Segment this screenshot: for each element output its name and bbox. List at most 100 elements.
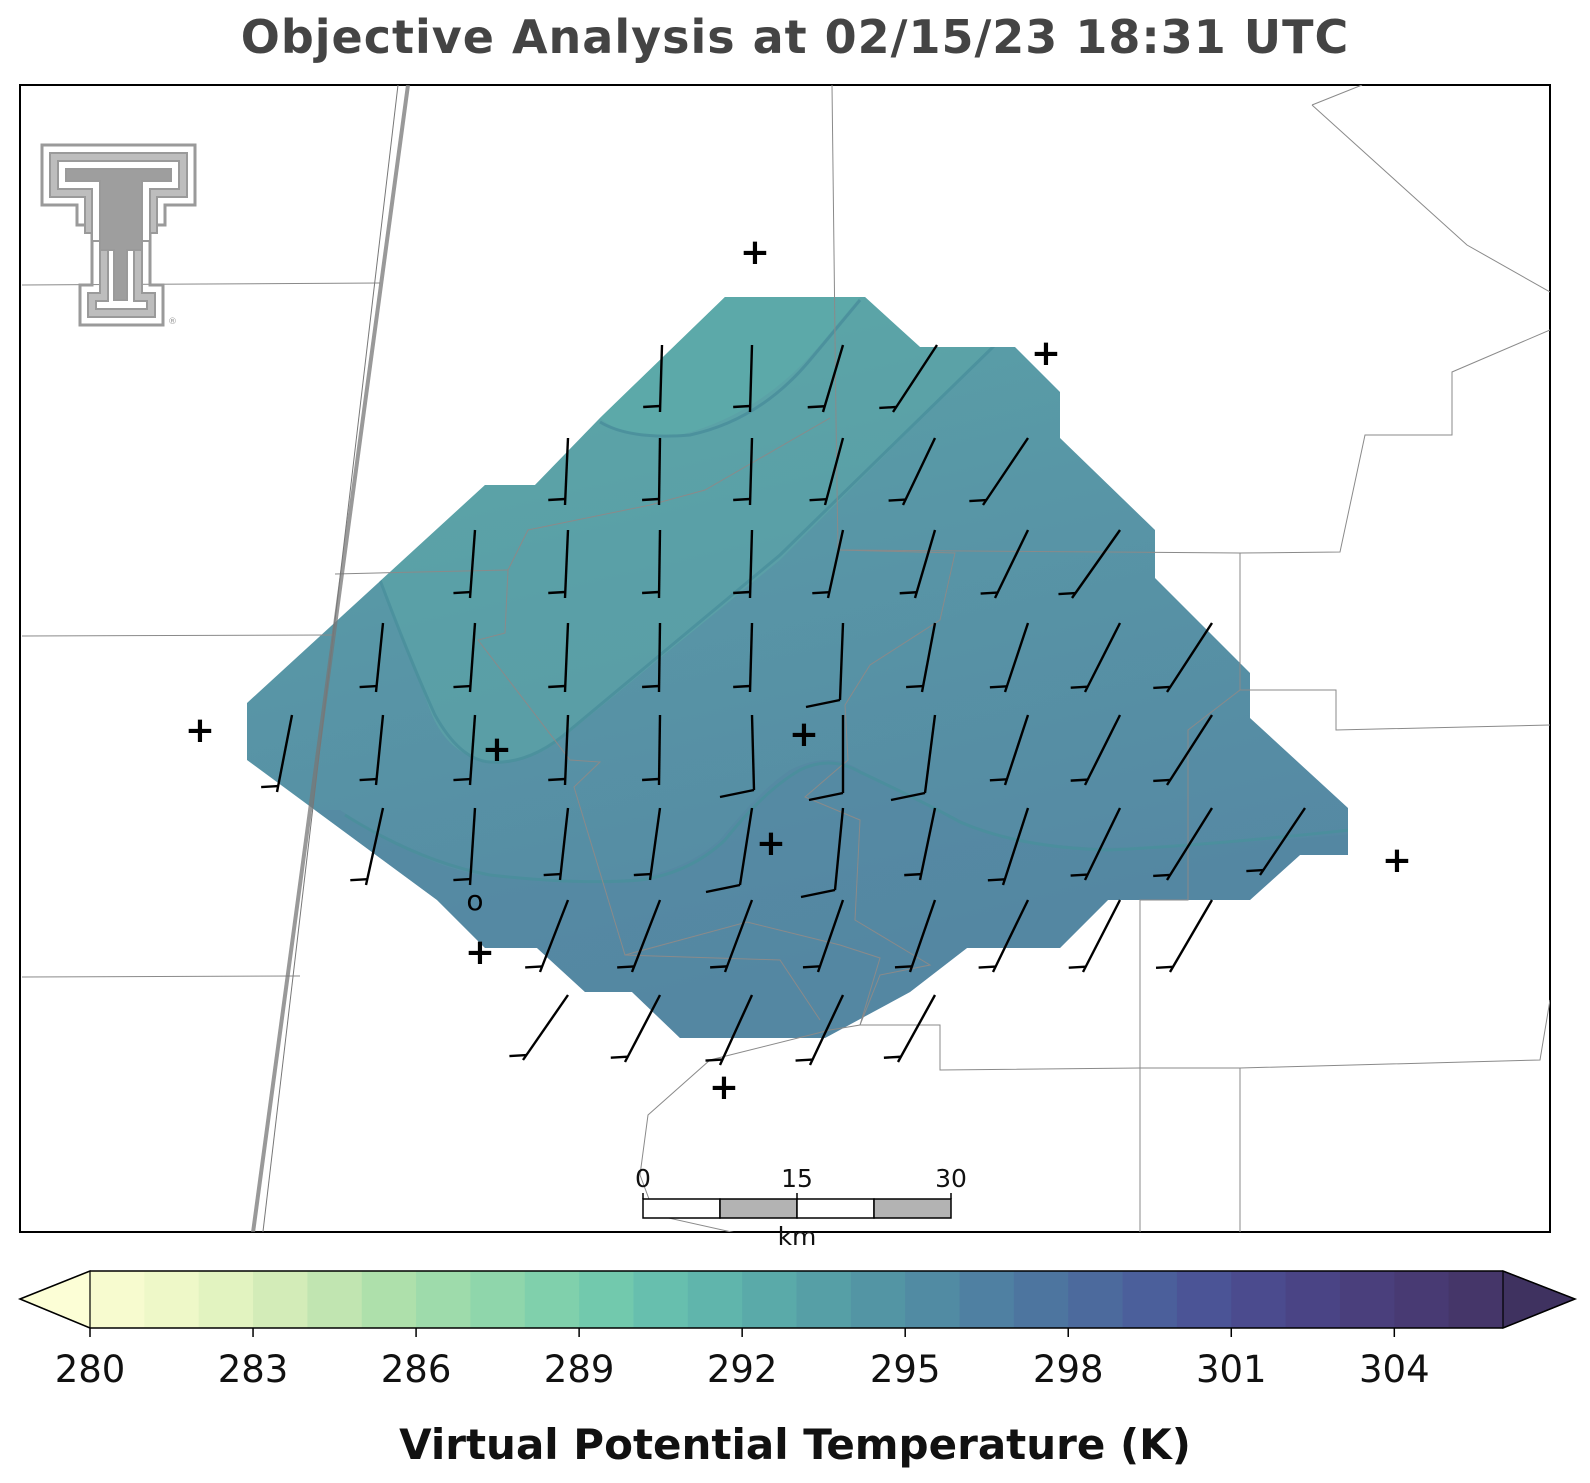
wind-barb-flag — [969, 498, 987, 503]
wind-barb-staff — [468, 622, 477, 693]
wind-barb-staff — [657, 437, 662, 506]
wind-barb-flag — [643, 404, 661, 409]
wind-barb-flag — [989, 685, 1007, 689]
colorbar: 280 283 286 289 292 295 298 301 304 — [18, 1270, 1578, 1391]
wind-barb-staff — [538, 899, 570, 973]
wind-barb-flag — [906, 684, 924, 689]
colorbar-cell — [470, 1271, 526, 1328]
scale-label-30: 30 — [935, 1164, 967, 1193]
wind-barb-flag — [710, 965, 728, 969]
colorbar-cell — [307, 1271, 363, 1328]
wind-barb-flag — [1070, 873, 1088, 877]
wind-barb-staff — [891, 344, 939, 413]
wind-barb-staff — [838, 622, 845, 701]
wind-barb-flag — [989, 778, 1007, 782]
wind-barb-flag — [350, 877, 368, 882]
colorbar-cell — [198, 1271, 254, 1328]
wind-barb-staff — [563, 714, 570, 786]
colorbar-tick-label: 286 — [381, 1348, 452, 1391]
wind-barb-staff — [468, 807, 477, 886]
wind-barb-staff — [648, 807, 662, 881]
map-title: Objective Analysis at 02/15/23 18:31 UTC — [240, 10, 1350, 64]
wind-barb-staff — [1071, 529, 1121, 599]
wind-barb-flag — [805, 698, 841, 709]
wind-barb-staff — [1259, 807, 1306, 876]
station-marker: + — [185, 710, 215, 751]
wind-barb-staff — [821, 344, 845, 413]
wind-barb-flag — [733, 590, 751, 595]
missing-station-marker: o — [466, 884, 483, 917]
colorbar-under-extension — [18, 1270, 91, 1329]
colorbar-cell — [579, 1271, 635, 1328]
wind-barb-flag — [1068, 965, 1086, 969]
wind-barb-flag — [890, 791, 926, 802]
colorbar-cell — [416, 1271, 472, 1328]
wind-barb-flag — [359, 777, 377, 782]
county-boundaries — [21, 85, 1550, 1232]
wind-barb-flag — [904, 872, 922, 877]
station-marker: + — [1031, 333, 1061, 374]
wind-barb-flag — [642, 777, 660, 782]
wind-barb-staff — [896, 994, 937, 1063]
wind-barb-staff — [816, 899, 845, 973]
wind-barb-flag — [548, 497, 566, 502]
wind-barb-staff — [901, 437, 937, 506]
wind-barb-flag — [548, 777, 566, 782]
wind-barb-staff — [748, 529, 754, 599]
wind-barb-flag — [1058, 591, 1076, 596]
wind-barb-staff — [630, 899, 662, 973]
wind-barb-flag — [812, 590, 830, 595]
wind-barb-flag — [1153, 778, 1171, 783]
wind-barb-staff — [1168, 899, 1214, 973]
colorbar-over-extension — [1502, 1270, 1577, 1329]
wind-barb-flag — [800, 888, 836, 899]
wind-barb-staff — [657, 529, 662, 599]
wind-barb-flag — [509, 1053, 527, 1058]
wind-barb-staff — [723, 899, 754, 973]
wind-barb-flag — [543, 872, 561, 877]
wind-barb-flag — [733, 684, 751, 689]
station-marker: + — [482, 729, 512, 770]
wind-barb-staff — [923, 714, 937, 794]
wind-barb-staff — [1165, 807, 1214, 881]
wind-barb-staff — [750, 714, 756, 791]
station-marker: + — [789, 714, 819, 755]
wind-barb-staff — [908, 899, 937, 973]
colorbar-cell — [1176, 1271, 1232, 1328]
wind-barb-flag — [1155, 965, 1174, 970]
wind-barb-staff — [563, 622, 570, 693]
wind-barb-staff — [1003, 714, 1030, 786]
wind-barb-staff — [982, 437, 1029, 506]
wind-barb-flag — [879, 405, 897, 410]
wind-barb-staff — [1165, 714, 1214, 786]
wind-barb-flag — [719, 788, 755, 799]
wind-barb-staff — [993, 529, 1030, 599]
wind-barb-flag — [548, 590, 566, 595]
colorbar-cell — [1122, 1271, 1178, 1328]
colorbar-cell — [144, 1271, 200, 1328]
wind-barb-staff — [563, 437, 570, 506]
wind-barb-flag — [633, 872, 651, 877]
wind-barb-staff — [1083, 714, 1122, 786]
wind-barb-staff — [468, 529, 477, 599]
wind-barb-staff — [275, 714, 294, 793]
wind-barb-flag — [802, 965, 821, 969]
wind-barb-flag — [733, 404, 751, 409]
wind-barb-flag — [705, 883, 741, 894]
wind-barb-staff — [1001, 807, 1030, 886]
wind-barb-flag — [1070, 778, 1088, 782]
colorbar-cell — [959, 1271, 1015, 1328]
wind-barb-staff — [718, 994, 754, 1066]
wind-barb-flag — [453, 877, 471, 882]
colorbar-tick-label: 298 — [1033, 1348, 1104, 1391]
colorbar-cell — [253, 1271, 308, 1328]
wind-barb-staff — [1165, 622, 1214, 693]
station-markers: + + + + + + + + + — [185, 232, 1412, 1108]
wind-barb-flag — [617, 965, 635, 969]
wind-barb-staff — [738, 807, 754, 886]
texas-tech-logo-icon: ® — [40, 143, 197, 327]
wind-barb-flag — [453, 590, 471, 595]
wind-barb-staff — [826, 529, 845, 599]
wind-barb-flag — [453, 777, 471, 782]
highway-line — [251, 85, 410, 1232]
